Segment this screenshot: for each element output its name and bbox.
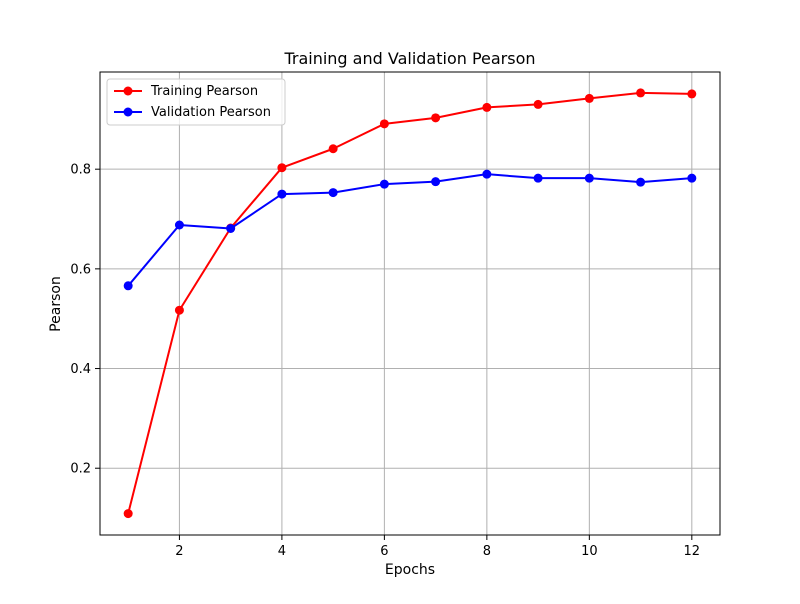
data-point-training — [328, 144, 338, 154]
legend-marker-training — [123, 86, 133, 96]
y-tick-label: 0.2 — [70, 462, 91, 477]
data-point-validation — [174, 220, 184, 230]
data-point-training — [379, 119, 389, 129]
data-point-validation — [226, 223, 236, 233]
data-point-validation — [277, 189, 287, 199]
axis-ticks: 2 4 6 8 10 12 0.2 0.4 0.6 0.8 — [70, 163, 700, 559]
legend-marker-validation — [123, 107, 133, 117]
chart-title: Training and Validation Pearson — [283, 49, 535, 68]
series-group — [123, 88, 697, 519]
legend-box — [106, 78, 286, 126]
x-tick-label: 2 — [175, 544, 183, 559]
data-point-validation — [482, 169, 492, 179]
y-tick-label: 0.6 — [70, 262, 91, 277]
data-point-validation — [379, 179, 389, 189]
x-tick-label: 4 — [278, 544, 286, 559]
data-point-training — [533, 99, 543, 109]
data-point-validation — [123, 281, 133, 291]
legend-label-training: Training Pearson — [150, 84, 258, 99]
data-point-validation — [687, 173, 697, 183]
data-point-validation — [328, 188, 338, 198]
series-line-training — [127, 91, 693, 515]
data-point-validation — [431, 177, 441, 187]
x-tick-label: 8 — [483, 544, 491, 559]
x-tick-label: 6 — [380, 544, 388, 559]
grid-lines — [100, 72, 720, 535]
x-tick-label: 12 — [684, 544, 701, 559]
y-axis-label: Pearson — [48, 276, 64, 332]
data-point-training — [174, 305, 184, 315]
y-tick-label: 0.8 — [70, 163, 91, 178]
series-line-validation — [127, 173, 693, 287]
x-tick-label: 10 — [581, 544, 598, 559]
legend-entry-training: Training Pearson — [114, 84, 258, 99]
data-point-validation — [533, 173, 543, 183]
legend-label-validation: Validation Pearson — [151, 105, 271, 120]
data-point-training — [277, 163, 287, 173]
data-point-validation — [584, 173, 594, 183]
legend-entry-validation: Validation Pearson — [114, 105, 271, 120]
data-point-training — [482, 102, 492, 112]
data-point-training — [636, 88, 646, 98]
data-point-training — [584, 93, 594, 103]
data-point-training — [431, 113, 441, 123]
x-axis-label: Epochs — [385, 562, 435, 578]
data-point-training — [687, 89, 697, 99]
y-tick-label: 0.4 — [70, 362, 91, 377]
series-validation — [123, 169, 697, 291]
data-point-training — [123, 509, 133, 519]
data-point-validation — [636, 177, 646, 187]
plot-frame — [99, 71, 721, 536]
legend: Training Pearson Validation Pearson — [106, 78, 286, 126]
